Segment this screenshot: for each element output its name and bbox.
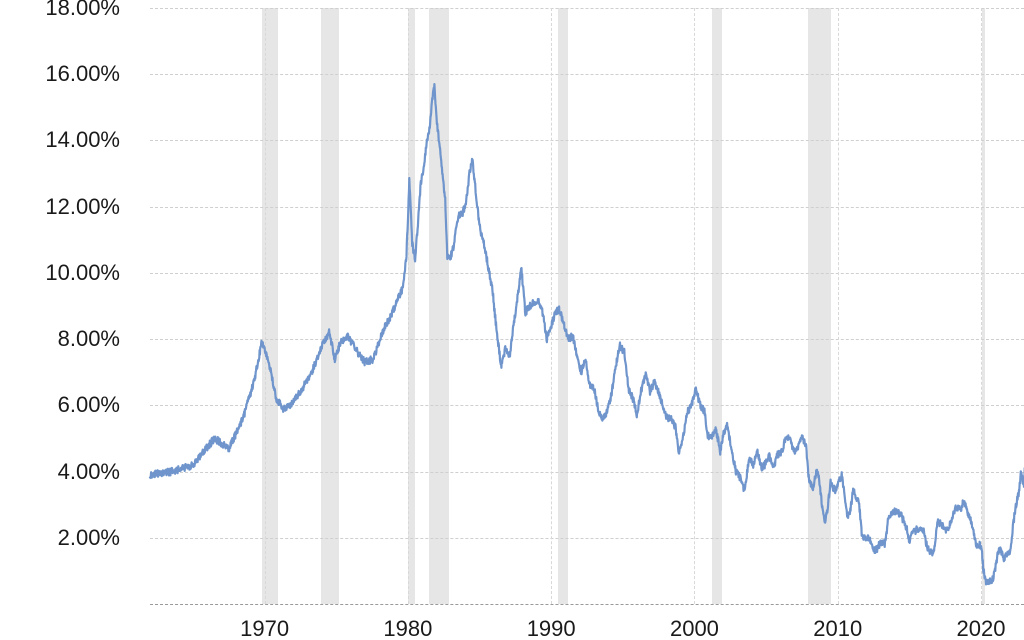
chart-root: 2.00% 4.00% 6.00% 8.00% 10.00% 12.00% 14.00% 16… xyxy=(0,0,1024,640)
chart-line[interactable] xyxy=(150,84,1024,584)
line-chart-svg xyxy=(0,0,1024,640)
